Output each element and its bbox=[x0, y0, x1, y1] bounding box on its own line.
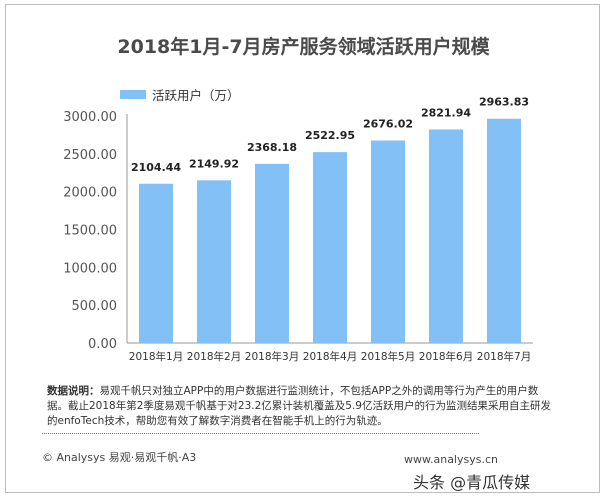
bar bbox=[371, 140, 405, 343]
x-tick-label: 2018年7月 bbox=[477, 350, 531, 363]
data-label: 2963.83 bbox=[479, 96, 529, 109]
chart-title: 2018年1月-7月房产服务领域活跃用户规模 bbox=[117, 36, 490, 58]
data-label: 2368.18 bbox=[247, 141, 297, 154]
bar bbox=[255, 163, 289, 343]
x-tick-label: 2018年1月 bbox=[129, 350, 183, 363]
x-tick-label: 2018年6月 bbox=[419, 350, 473, 363]
bar bbox=[487, 118, 521, 343]
legend-label: 活跃用户（万） bbox=[152, 88, 240, 103]
y-tick-label: 3000.00 bbox=[63, 110, 117, 125]
copyright: © Analysys 易观·易观千帆·A3 bbox=[42, 451, 197, 464]
bar bbox=[139, 183, 173, 343]
legend-swatch bbox=[120, 90, 146, 99]
website-link[interactable]: www.analysys.cn bbox=[404, 453, 498, 466]
bar bbox=[197, 180, 231, 343]
bar bbox=[429, 129, 463, 343]
note-label: 数据说明： bbox=[47, 385, 100, 397]
y-tick-label: 2500.00 bbox=[63, 148, 117, 163]
data-label: 2149.92 bbox=[189, 157, 239, 170]
chart-frame bbox=[5, 4, 600, 493]
y-tick-label: 1500.00 bbox=[63, 224, 117, 239]
source-watermark: 头条 @青瓜传媒 bbox=[413, 473, 531, 492]
x-tick-label: 2018年4月 bbox=[303, 350, 357, 363]
data-label: 2676.02 bbox=[363, 118, 413, 131]
legend: 活跃用户（万） bbox=[120, 85, 240, 104]
x-tick-label: 2018年3月 bbox=[245, 350, 299, 363]
data-label: 2821.94 bbox=[421, 106, 471, 119]
y-tick-label: 1000.00 bbox=[63, 261, 117, 276]
bar bbox=[313, 152, 347, 343]
data-note: 数据说明：易观千帆只对独立APP中的用户数据进行监测统计，不包括APP之外的调用… bbox=[47, 384, 557, 429]
x-tick-label: 2018年5月 bbox=[361, 350, 415, 363]
data-label: 2522.95 bbox=[305, 129, 355, 142]
bar-chart: 0.00 500.00 1000.00 1500.00 2000.00 2500.00 30… bbox=[63, 96, 533, 363]
divider bbox=[42, 433, 479, 434]
y-tick-label: 0.00 bbox=[88, 337, 117, 352]
x-tick-label: 2018年2月 bbox=[187, 350, 241, 363]
data-label: 2104.44 bbox=[131, 161, 181, 174]
y-tick-label: 500.00 bbox=[72, 299, 118, 314]
y-tick-label: 2000.00 bbox=[63, 186, 117, 201]
note-text: 易观千帆只对独立APP中的用户数据进行监测统计，不包括APP之外的调用等行为产生… bbox=[47, 385, 551, 427]
